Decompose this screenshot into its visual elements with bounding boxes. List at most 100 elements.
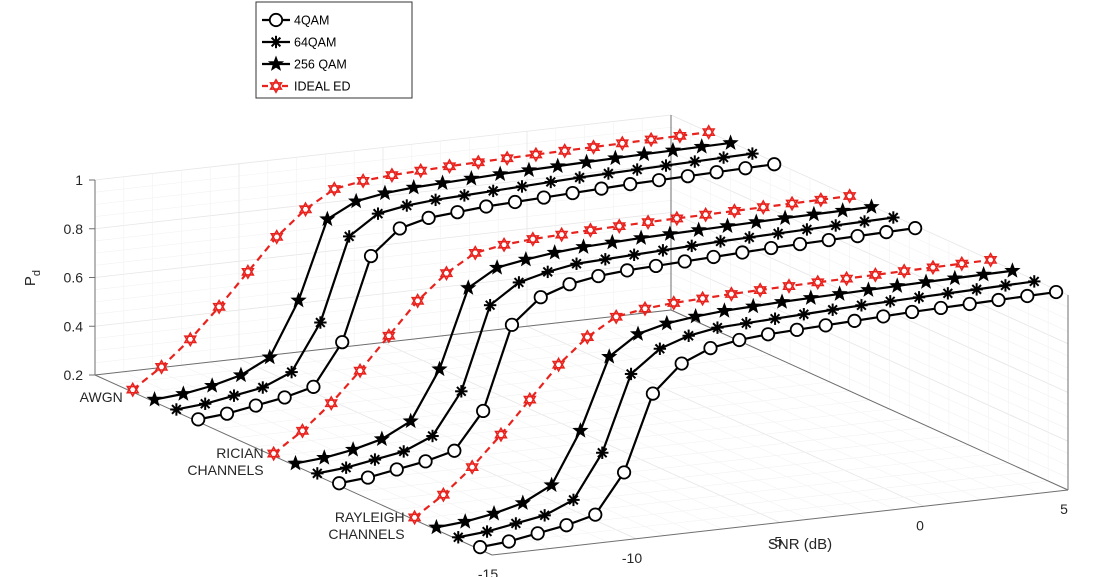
data-point xyxy=(727,203,742,219)
data-point xyxy=(970,283,983,296)
data-point xyxy=(285,365,298,379)
data-point xyxy=(324,395,339,411)
legend-label: 4QAM xyxy=(294,14,329,28)
z-tick-label: 0.6 xyxy=(64,270,84,286)
floor-gridline xyxy=(452,471,1029,538)
data-point xyxy=(868,267,883,283)
data-point xyxy=(439,265,454,281)
data-point xyxy=(917,273,935,289)
marker-stroke xyxy=(369,454,381,465)
data-point xyxy=(583,222,598,238)
x-tick-label: -15 xyxy=(478,566,498,577)
data-point xyxy=(507,194,523,210)
data-point xyxy=(344,441,362,457)
data-point xyxy=(624,367,638,381)
marker-stroke xyxy=(430,194,441,205)
marker-stroke xyxy=(542,266,553,277)
data-point xyxy=(468,245,483,261)
data-point xyxy=(599,253,612,266)
data-point xyxy=(551,356,566,373)
z-axis-label: Pd xyxy=(22,270,43,286)
marker-triangle-down xyxy=(269,233,284,245)
data-point xyxy=(198,397,212,410)
data-point xyxy=(834,202,851,218)
data-point xyxy=(703,340,718,356)
marker-stroke xyxy=(603,168,614,179)
data-point xyxy=(290,291,307,308)
channel-tick-word: CHANNELS xyxy=(187,462,263,478)
data-point xyxy=(659,159,673,172)
marker-triangle-down xyxy=(583,226,598,238)
data-point xyxy=(212,298,226,315)
marker-stroke xyxy=(600,254,611,265)
marker-triangle-down xyxy=(580,333,595,345)
data-point xyxy=(580,329,595,345)
data-point xyxy=(630,163,644,176)
marker-stroke xyxy=(312,468,323,479)
series-ideal-ed-1 xyxy=(266,188,857,462)
marker-triangle-down xyxy=(471,158,486,171)
marker-triangle-down xyxy=(494,430,508,443)
data-point xyxy=(975,265,992,282)
marker-triangle-down xyxy=(529,150,543,163)
data-point xyxy=(627,248,641,261)
series-256-qam-1 xyxy=(287,198,880,471)
marker-stroke xyxy=(372,208,384,219)
data-point xyxy=(356,173,370,189)
z-tick-label: 1 xyxy=(75,172,83,188)
data-point xyxy=(450,205,465,220)
data-point xyxy=(776,209,794,225)
data-point xyxy=(567,493,580,507)
marker-triangle-down xyxy=(436,490,451,503)
data-point xyxy=(771,227,785,240)
data-point xyxy=(698,206,713,223)
marker-triangle-down xyxy=(551,360,566,373)
data-point xyxy=(814,191,828,208)
data-point xyxy=(494,426,508,443)
series-64qam-0 xyxy=(170,147,759,416)
marker-triangle-down xyxy=(385,171,399,183)
floor-gridline xyxy=(353,426,930,493)
data-point xyxy=(562,277,577,292)
data-point xyxy=(904,304,920,320)
marker-triangle-down xyxy=(442,162,457,175)
data-point xyxy=(933,300,948,316)
floor-gridline xyxy=(273,390,850,457)
data-point xyxy=(884,295,897,308)
data-point xyxy=(740,316,753,330)
marker-triangle-down xyxy=(753,286,767,298)
data-point xyxy=(472,540,488,555)
data-point xyxy=(373,430,391,446)
data-point xyxy=(407,509,422,526)
legend-label: 256 QAM xyxy=(294,58,347,72)
data-point xyxy=(170,403,183,416)
data-point xyxy=(629,325,647,341)
data-point xyxy=(897,263,911,279)
data-point xyxy=(685,239,698,253)
marker-triangle-down xyxy=(724,290,739,302)
marker-stroke xyxy=(488,185,499,196)
marker-triangle-down xyxy=(468,248,483,261)
marker-triangle-down xyxy=(183,335,198,348)
data-point xyxy=(536,190,551,205)
data-point xyxy=(645,386,660,401)
data-point xyxy=(711,321,724,334)
data-point xyxy=(831,285,848,301)
x-axis-line xyxy=(491,489,1069,556)
marker-triangle-down xyxy=(407,513,422,526)
marker-triangle-down xyxy=(465,463,479,475)
channel-tick-label: RAYLEIGH CHANNELS xyxy=(328,509,404,542)
marker-triangle-down xyxy=(638,304,652,317)
marker-triangle-down xyxy=(327,185,342,197)
data-point xyxy=(405,178,422,195)
series-ideal-ed-0 xyxy=(125,124,716,398)
marker-stroke xyxy=(769,313,781,324)
data-point xyxy=(615,135,630,152)
series-ideal-ed-2 xyxy=(407,252,998,526)
data-point xyxy=(479,199,494,214)
marker-triangle-down xyxy=(125,385,140,398)
data-point xyxy=(465,459,479,475)
data-point xyxy=(335,335,350,350)
marker-stroke xyxy=(629,249,640,260)
